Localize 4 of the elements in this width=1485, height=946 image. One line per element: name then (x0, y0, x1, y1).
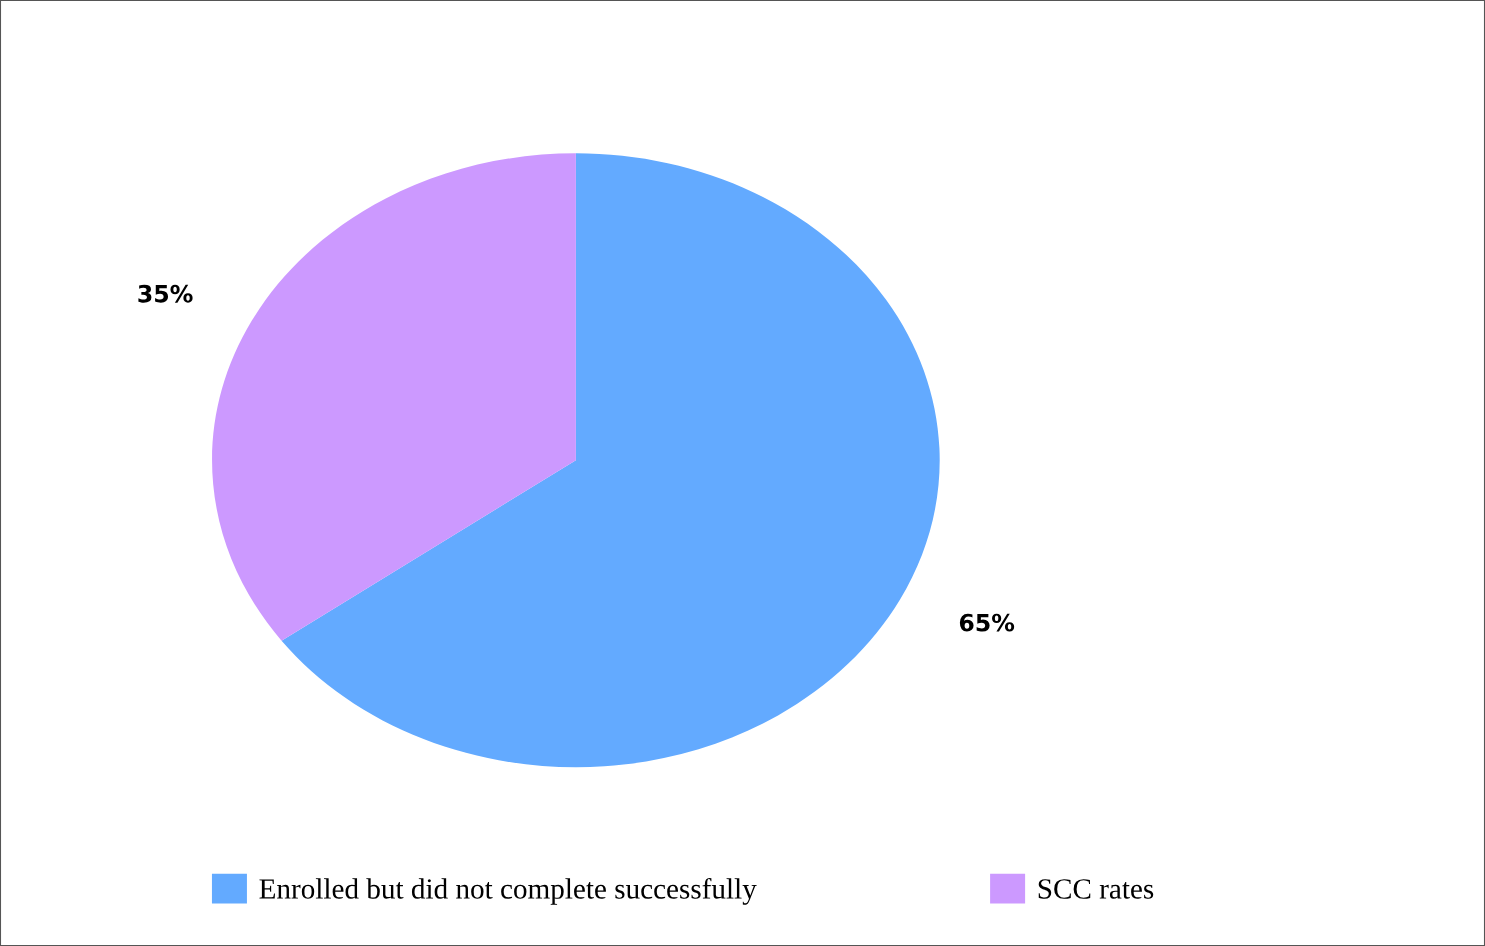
data-label: 65% (959, 613, 1015, 632)
data-label: 35% (138, 284, 193, 303)
legend-label: Enrolled but did not complete successfully (259, 877, 757, 905)
legend-label: SCC rates (1038, 879, 1154, 899)
